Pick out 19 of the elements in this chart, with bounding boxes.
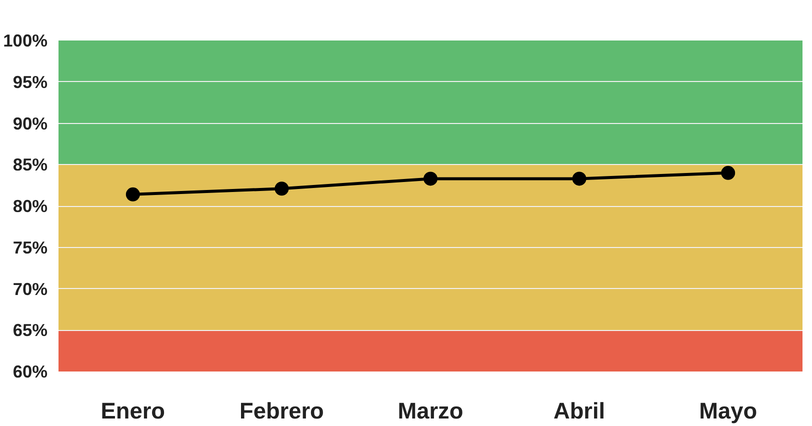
x-tick-label: Febrero	[240, 398, 324, 424]
y-tick-label: 85%	[12, 154, 48, 175]
x-tick-label: Abril	[553, 398, 606, 424]
y-tick-label: 75%	[12, 237, 48, 258]
y-tick-label: 70%	[12, 278, 48, 299]
y-tick-label: 95%	[12, 72, 48, 92]
y-tick-label: 90%	[12, 113, 48, 134]
point	[126, 187, 140, 202]
y-tick-label: 80%	[12, 196, 48, 216]
y-tick-label: 100%	[3, 30, 48, 50]
x-tick-label: Mayo	[699, 398, 758, 424]
x-tick-label: Enero	[100, 398, 166, 424]
point	[721, 166, 736, 180]
y-tick-label: 65%	[12, 320, 48, 340]
x-tick-label: Marzo	[398, 398, 464, 424]
point	[274, 182, 289, 196]
point	[572, 172, 586, 186]
point	[424, 172, 438, 186]
y-tick-label: 60%	[12, 362, 48, 382]
